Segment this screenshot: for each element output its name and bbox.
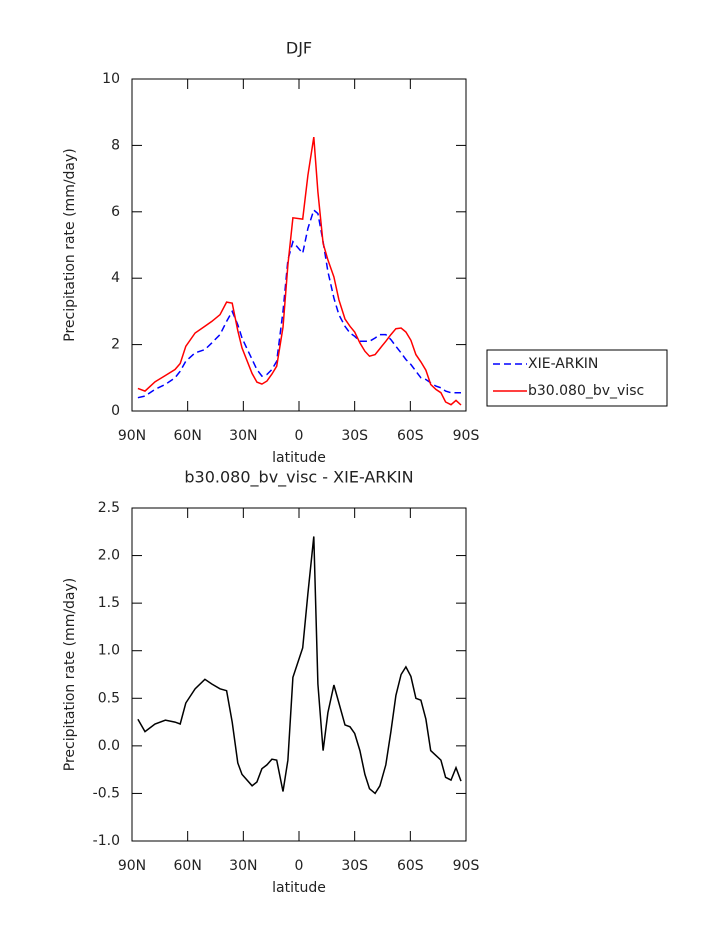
x-tick-label: 60S: [397, 428, 424, 444]
y-tick-label: 8: [111, 137, 120, 153]
data-line: [137, 136, 462, 406]
x-tick-label: 0: [295, 858, 304, 874]
chart-title: DJF: [286, 39, 312, 58]
y-axis-label: Precipitation rate (mm/day): [62, 578, 78, 772]
x-tick-label: 90N: [118, 858, 146, 874]
chart-title: b30.080_bv_visc - XIE-ARKIN: [184, 468, 413, 488]
y-tick-label: -1.0: [93, 833, 120, 849]
x-tick-label: 30S: [341, 428, 368, 444]
legend-box: [486, 349, 668, 407]
y-tick-label: 2: [111, 337, 120, 353]
plot-frame: [131, 507, 467, 842]
x-tick-label: 30N: [229, 858, 257, 874]
y-tick-label: 0.0: [98, 738, 120, 754]
x-tick-label: 30S: [341, 858, 368, 874]
y-tick-label: 6: [111, 204, 120, 220]
x-tick-label: 90S: [453, 858, 480, 874]
data-line: [137, 208, 461, 399]
y-tick-label: -0.5: [93, 785, 120, 801]
y-axis-label: Precipitation rate (mm/day): [62, 148, 78, 342]
y-tick-label: 10: [102, 71, 120, 87]
x-axis-label: latitude: [272, 880, 326, 896]
y-tick-label: 1.0: [98, 643, 120, 659]
x-tick-label: 60N: [174, 858, 202, 874]
data-line: [137, 536, 462, 795]
x-tick-label: 60N: [174, 428, 202, 444]
legend-label: b30.080_bv_visc: [528, 383, 644, 399]
plot-frame: [131, 78, 467, 412]
y-tick-label: 0: [111, 403, 120, 419]
legend-label: XIE-ARKIN: [528, 356, 598, 372]
x-tick-label: 30N: [229, 428, 257, 444]
y-tick-label: 4: [111, 270, 120, 286]
y-tick-label: 0.5: [98, 690, 120, 706]
y-tick-label: 2.0: [98, 548, 120, 564]
x-tick-label: 60S: [397, 858, 424, 874]
y-tick-label: 2.5: [98, 500, 120, 516]
x-tick-label: 0: [295, 428, 304, 444]
x-tick-label: 90N: [118, 428, 146, 444]
y-tick-label: 1.5: [98, 595, 120, 611]
x-axis-label: latitude: [272, 450, 326, 466]
x-tick-label: 90S: [453, 428, 480, 444]
